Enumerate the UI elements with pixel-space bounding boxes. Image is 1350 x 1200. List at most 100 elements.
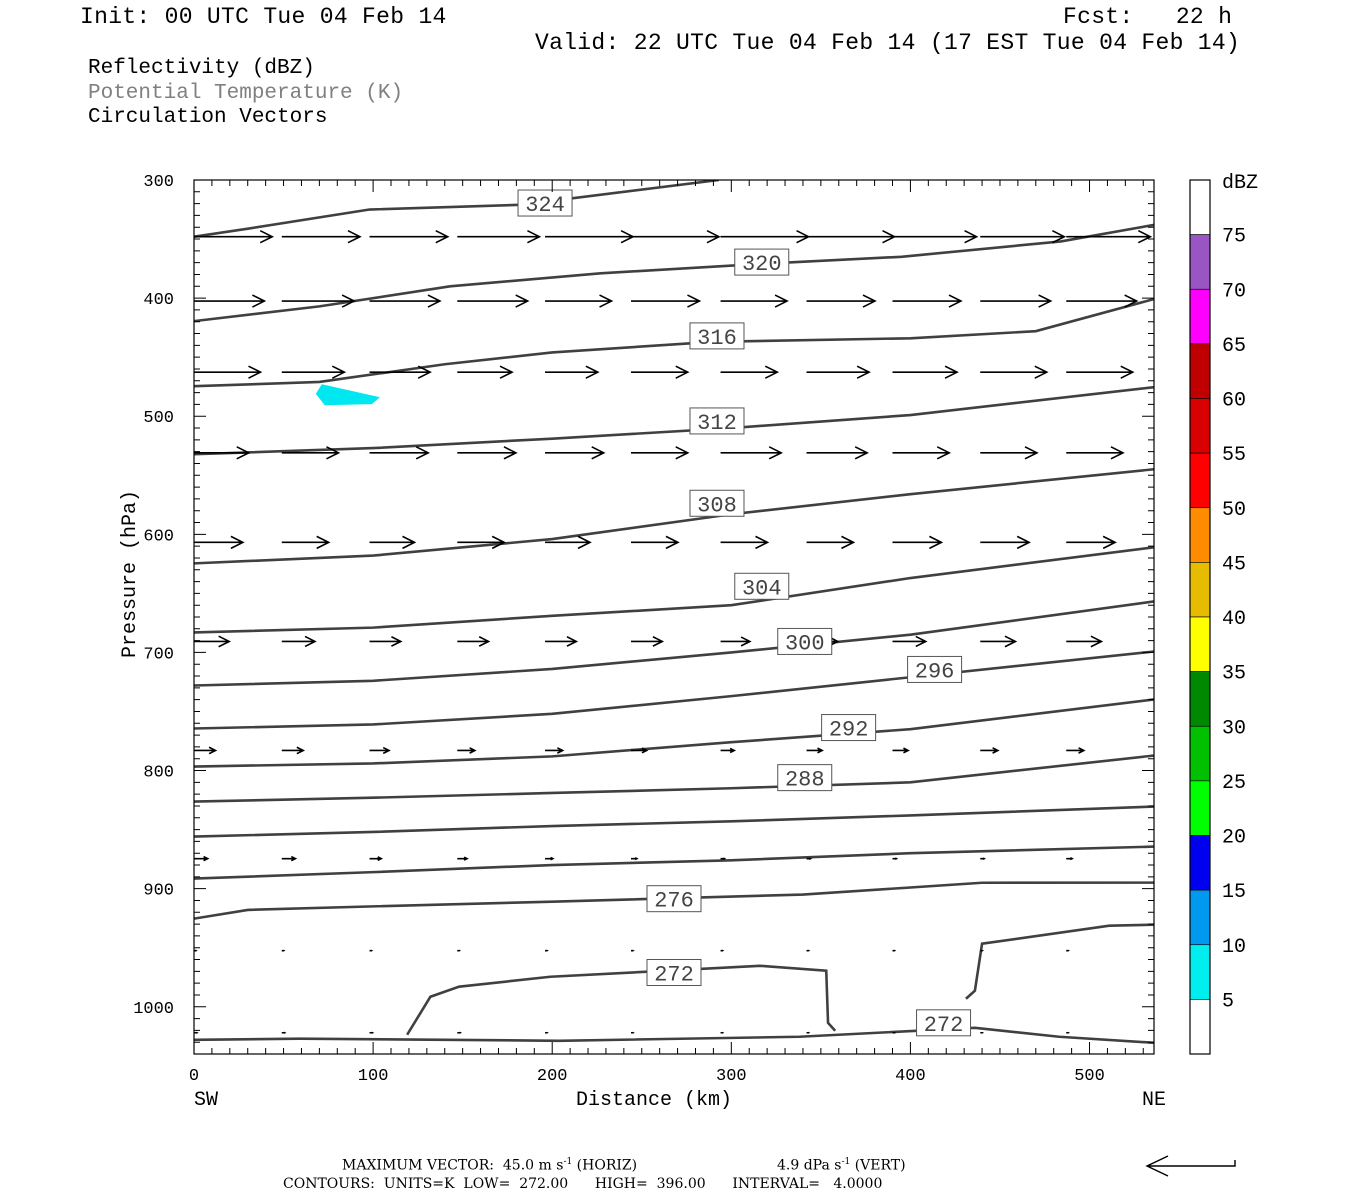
wind-vector: [980, 446, 1039, 460]
wind-vector: [980, 857, 986, 860]
wind-vector: [631, 535, 680, 550]
wind-vector: [545, 535, 592, 550]
wind-vector: [980, 635, 1018, 648]
contour-label-box: [777, 764, 833, 792]
legend-potential-temperature: Potential Temperature (K): [88, 82, 404, 105]
wind-vector: [281, 949, 286, 952]
wind-vector: [1066, 446, 1125, 460]
y-tick-label: 500: [143, 409, 174, 428]
reflectivity-area: [315, 384, 380, 406]
colorbar-label: 30: [1222, 717, 1246, 740]
y-tick-label: 400: [143, 291, 174, 310]
wind-vector: [545, 636, 579, 647]
colorbar-cell: [1189, 398, 1211, 454]
legend-circulation-vectors: Circulation Vectors: [88, 106, 328, 129]
wind-vector: [194, 535, 245, 550]
y-tick-label: 300: [143, 173, 174, 192]
contour-label-box: [821, 714, 877, 742]
wind-vector: [892, 535, 944, 550]
wind-vector: [457, 229, 542, 244]
x-tick-label: 500: [1074, 1067, 1105, 1086]
contour-label: 316: [697, 326, 737, 351]
contour-304: [194, 546, 1154, 634]
wind-vector: [806, 949, 811, 952]
y-tick-label: 900: [143, 882, 174, 901]
wind-vector: [631, 1031, 635, 1034]
contour-label-box: [734, 248, 790, 276]
wind-vector: [457, 535, 507, 550]
init-time: Init: 00 UTC Tue 04 Feb 14: [80, 4, 447, 30]
wind-vector: [892, 446, 952, 460]
wind-vector: [631, 229, 721, 244]
wind-vector: [892, 857, 899, 860]
colorbar-title: dBZ: [1222, 172, 1258, 195]
wind-vector: [720, 446, 783, 460]
colorbar-cell: [1189, 343, 1211, 399]
wind-vector: [892, 949, 897, 952]
contour-label: 308: [697, 493, 737, 518]
wind-vector: [281, 535, 331, 550]
wind-vector: [720, 636, 752, 647]
wind-vector: [980, 294, 1053, 308]
wind-vector: [281, 446, 341, 460]
wind-vector: [457, 856, 469, 861]
x-left-label: SW: [194, 1089, 218, 1112]
contour-label-box: [777, 627, 833, 655]
wind-vector: [806, 535, 856, 550]
wind-vector: [892, 294, 963, 308]
y-tick-label: 600: [143, 527, 174, 546]
colorbar-cell: [1189, 616, 1211, 672]
wind-vector: [1066, 635, 1104, 648]
max-vector-label: MAXIMUM VECTOR:: [342, 1157, 494, 1174]
contour-label: 292: [829, 718, 869, 743]
wind-vector: [281, 365, 347, 379]
wind-vector: [806, 294, 877, 308]
wind-vector: [369, 636, 403, 647]
colorbar-cell: [1189, 835, 1211, 891]
contour-label: 272: [654, 963, 694, 988]
colorbar-label: 55: [1222, 444, 1246, 467]
contour-288: [194, 754, 1154, 803]
colorbar-label: 75: [1222, 226, 1246, 249]
horiz-tag: (HORIZ): [576, 1157, 638, 1174]
wind-vector: [980, 365, 1049, 379]
wind-vector: [369, 535, 417, 550]
horiz-exponent: -1: [563, 1157, 573, 1167]
colorbar-cell: [1189, 999, 1211, 1055]
wind-vector: [720, 857, 727, 860]
wind-vector: [194, 446, 251, 460]
contour-280: [194, 845, 1154, 880]
wind-vector: [631, 636, 665, 647]
wind-vector: [631, 747, 649, 754]
wind-vector: [457, 294, 530, 308]
wind-vector: [1066, 1031, 1070, 1034]
wind-vector: [369, 365, 432, 379]
wind-vector: [720, 229, 811, 244]
wind-vector: [806, 229, 897, 244]
y-tick-label: 1000: [133, 1000, 174, 1019]
x-tick-label: 0: [189, 1067, 199, 1086]
y-tick-label: 700: [143, 645, 174, 664]
colorbar-label: 20: [1222, 827, 1246, 850]
contour-label-box: [689, 489, 745, 517]
contour-label-box: [916, 1009, 972, 1037]
wind-vector: [1066, 229, 1153, 244]
wind-vector: [194, 294, 267, 308]
colorbar-frame: [1189, 179, 1211, 1055]
wind-vector: [720, 294, 789, 308]
wind-vector: [369, 949, 374, 952]
colorbar-cell: [1189, 234, 1211, 290]
colorbar-label: 35: [1222, 663, 1246, 686]
wind-vector: [892, 365, 959, 379]
wind-vector: [457, 446, 518, 460]
colorbar-label: 65: [1222, 335, 1246, 358]
wind-vector: [720, 949, 725, 952]
contour-316: [194, 297, 1154, 388]
colorbar-cell: [1189, 288, 1211, 345]
contour-312: [194, 385, 1154, 456]
contour-272: [194, 1026, 1154, 1045]
wind-vector: [631, 857, 639, 861]
wind-vector: [281, 1031, 287, 1034]
wind-vector: [1066, 294, 1139, 308]
contour-308: [194, 467, 1154, 565]
